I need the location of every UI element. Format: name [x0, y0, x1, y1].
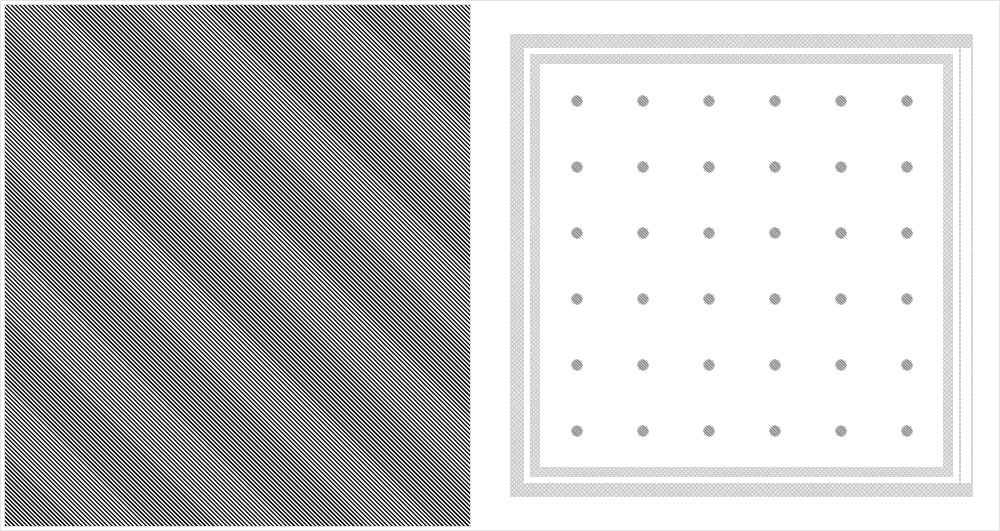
grid-dot — [769, 95, 781, 107]
right-frame-panel — [510, 34, 973, 497]
grid-dot — [637, 359, 649, 371]
grid-dot — [835, 359, 847, 371]
grid-dot — [703, 227, 715, 239]
grid-dot — [703, 95, 715, 107]
grid-dot — [835, 161, 847, 173]
grid-dot — [835, 293, 847, 305]
grid-dot — [901, 425, 913, 437]
grid-dot — [637, 293, 649, 305]
grid-dot — [571, 359, 583, 371]
grid-dot — [703, 161, 715, 173]
grid-dot — [769, 425, 781, 437]
grid-dot — [769, 227, 781, 239]
grid-dot — [835, 425, 847, 437]
figure-canvas — [0, 0, 1000, 531]
grid-dot — [571, 293, 583, 305]
grid-dot — [769, 293, 781, 305]
grid-dot — [637, 161, 649, 173]
grid-dot — [571, 161, 583, 173]
left-hatch-swatch — [4, 4, 471, 527]
grid-dot — [637, 227, 649, 239]
grid-dot — [769, 161, 781, 173]
grid-dot — [703, 425, 715, 437]
diagonal-hatch-fill — [5, 5, 470, 526]
grid-dot — [901, 161, 913, 173]
grid-dot — [769, 359, 781, 371]
grid-dot — [901, 359, 913, 371]
grid-dot — [637, 425, 649, 437]
grid-dot — [637, 95, 649, 107]
frame-right-tab — [961, 48, 971, 483]
grid-dot — [901, 227, 913, 239]
grid-dot — [901, 293, 913, 305]
grid-dot — [571, 425, 583, 437]
grid-dot — [835, 227, 847, 239]
grid-dot — [571, 95, 583, 107]
dot-grid — [540, 64, 943, 467]
grid-dot — [571, 227, 583, 239]
grid-dot — [835, 95, 847, 107]
grid-dot — [703, 293, 715, 305]
grid-dot — [901, 95, 913, 107]
grid-dot — [703, 359, 715, 371]
